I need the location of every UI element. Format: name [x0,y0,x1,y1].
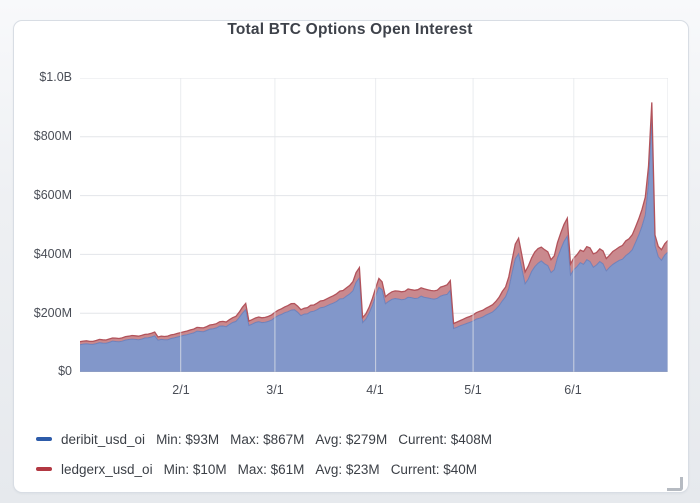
y-tick-label: $0 [58,364,72,378]
vertical-gridlines [180,78,575,372]
y-tick-label: $1.0B [39,70,72,84]
y-tick-label: $200M [33,306,72,320]
x-tick-label: 5/1 [464,383,482,397]
deribit-area-series [80,117,668,372]
chart-title: Total BTC Options Open Interest [227,21,473,38]
legend-series-name: deribit_usd_oi [61,431,146,447]
total-top-line [80,102,668,343]
ledgerx-area-series [80,102,668,345]
resize-grip-icon[interactable] [667,477,683,491]
legend-item-ledgerx[interactable]: ledgerx_usd_oi Min: $10M Max: $61M Avg: … [36,458,488,480]
x-tick-label: 6/1 [564,383,582,397]
y-tick-label: $400M [33,247,72,261]
legend-max: Max: $867M [230,431,305,447]
legend-current: Current: $40M [390,461,477,477]
legend-avg: Avg: $23M [315,461,380,477]
deribit-swatch-icon [36,436,52,442]
x-tick-label: 2/1 [172,383,190,397]
y-tick-label: $600M [33,188,72,202]
legend-max: Max: $61M [237,461,305,477]
legend-item-deribit[interactable]: deribit_usd_oi Min: $93M Max: $867M Avg:… [36,428,503,450]
legend-avg: Avg: $279M [315,431,388,447]
y-tick-label: $800M [33,129,72,143]
legend-series-name: ledgerx_usd_oi [61,461,153,477]
x-tick-label: 3/1 [266,383,284,397]
deribit-boundary-line [80,117,668,346]
legend-current: Current: $408M [398,431,492,447]
ledgerx-swatch-icon [36,466,52,472]
legend-min: Min: $93M [156,431,220,447]
x-tick-label: 4/1 [366,383,384,397]
legend-min: Min: $10M [163,461,227,477]
open-interest-area-chart[interactable] [80,78,668,372]
